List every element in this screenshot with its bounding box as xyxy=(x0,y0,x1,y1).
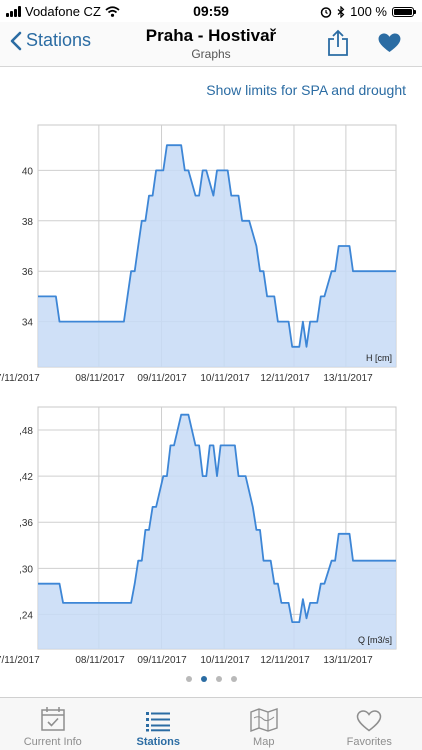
status-bar: Vodafone CZ 09:59 100 % xyxy=(0,0,422,22)
y-tick-label: 36 xyxy=(22,267,34,278)
page-dot-active[interactable] xyxy=(200,676,207,682)
series-area xyxy=(38,414,396,649)
y-tick-label: ,48 xyxy=(19,426,33,437)
unit-label: H [cm] xyxy=(366,353,392,363)
water-level-chart: 34 36 38 40 07/11/2017 08/11/2017 09/11/2017 10… xyxy=(0,124,397,384)
page-subtitle: Graphs xyxy=(191,47,231,61)
series-line xyxy=(38,413,396,623)
chevron-left-icon xyxy=(10,31,22,50)
x-tick-label: 07/11/2017 xyxy=(0,373,40,384)
unit-label: Q [m3/s] xyxy=(358,635,392,645)
tab-bar: Current Info Stations Map Favorites xyxy=(0,697,422,750)
page-dot[interactable] xyxy=(215,676,222,682)
y-tick-label: ,36 xyxy=(19,518,33,529)
x-tick-label: 09/11/2017 xyxy=(137,373,187,384)
x-tick-label: 08/11/2017 xyxy=(75,373,125,384)
bluetooth-icon xyxy=(337,5,345,18)
series-line xyxy=(38,144,396,348)
x-tick-label: 09/11/2017 xyxy=(137,655,187,666)
y-tick-label: 34 xyxy=(22,318,34,329)
page-dot[interactable] xyxy=(230,676,237,682)
navigation-bar: Stations Praha - Hostivař Graphs xyxy=(0,22,422,67)
page-indicator[interactable] xyxy=(0,676,422,682)
page-dot[interactable] xyxy=(185,676,192,682)
tab-label: Favorites xyxy=(346,736,392,748)
tab-stations[interactable]: Stations xyxy=(106,698,212,750)
x-tick-label: 10/11/2017 xyxy=(200,655,250,666)
tab-favorites[interactable]: Favorites xyxy=(317,698,422,750)
list-icon xyxy=(146,712,171,732)
y-tick-label: ,42 xyxy=(19,472,33,483)
tab-current-info[interactable]: Current Info xyxy=(0,698,106,750)
tab-label: Stations xyxy=(136,736,180,748)
signal-icon xyxy=(6,6,21,17)
x-tick-label: 13/11/2017 xyxy=(323,655,373,666)
share-icon[interactable] xyxy=(327,29,349,57)
battery-icon xyxy=(392,6,416,17)
y-tick-label: ,24 xyxy=(19,610,33,621)
x-tick-label: 12/11/2017 xyxy=(260,373,310,384)
battery-percent: 100 % xyxy=(350,4,387,19)
calendar-check-icon xyxy=(41,707,65,731)
x-tick-label: 12/11/2017 xyxy=(260,655,310,666)
discharge-chart: ,24 ,30 ,36 ,42 ,48 07/11/2017 08/11/2017 09/11… xyxy=(0,406,397,666)
map-icon xyxy=(250,708,278,732)
x-tick-label: 13/11/2017 xyxy=(323,373,373,384)
heart-outline-icon xyxy=(356,710,382,732)
wifi-icon xyxy=(105,6,120,17)
y-tick-label: 38 xyxy=(22,217,34,228)
back-button[interactable]: Stations xyxy=(10,30,91,51)
tab-label: Map xyxy=(253,736,275,748)
y-tick-label: 40 xyxy=(22,166,34,177)
tab-map[interactable]: Map xyxy=(211,698,317,750)
tab-label: Current Info xyxy=(23,736,82,748)
back-button-label: Stations xyxy=(26,30,92,50)
x-tick-label: 08/11/2017 xyxy=(75,655,125,666)
y-tick-label: ,30 xyxy=(19,564,33,575)
page-title: Praha - Hostivař xyxy=(145,26,277,45)
series-area xyxy=(38,145,396,367)
favorite-heart-icon[interactable] xyxy=(378,33,401,53)
show-limits-link[interactable]: Show limits for SPA and drought xyxy=(206,82,406,98)
status-time: 09:59 xyxy=(193,3,229,19)
x-tick-label: 10/11/2017 xyxy=(200,373,250,384)
carrier-name: Vodafone CZ xyxy=(25,4,101,19)
x-tick-label: 07/11/2017 xyxy=(0,655,40,666)
alarm-icon xyxy=(320,6,332,18)
